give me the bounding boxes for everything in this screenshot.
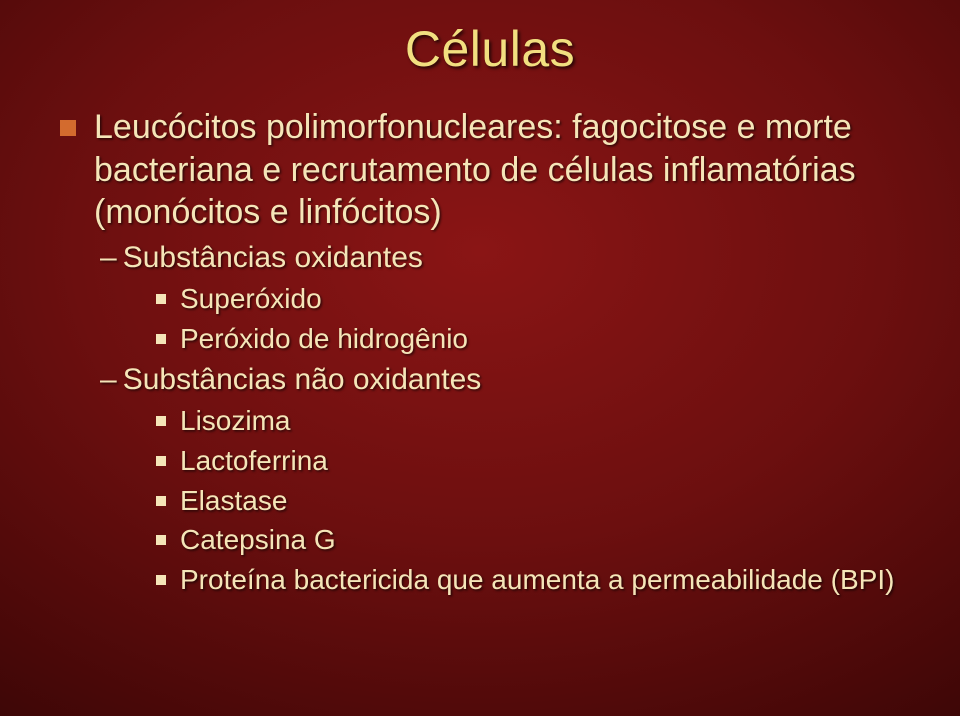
small-square-bullet-icon xyxy=(156,456,166,466)
bullet-level3: Lisozima xyxy=(156,402,920,440)
slide-title: Células xyxy=(60,20,920,78)
bullet-level2-nao-oxidantes: –Substâncias não oxidantes xyxy=(100,360,920,401)
bullet-level1: Leucócitos polimorfonucleares: fagocitos… xyxy=(60,106,920,234)
level3-text: Catepsina G xyxy=(180,521,336,559)
small-square-bullet-icon xyxy=(156,575,166,585)
small-square-bullet-icon xyxy=(156,294,166,304)
level3-text: Lisozima xyxy=(180,402,290,440)
bullet-level3: Peróxido de hidrogênio xyxy=(156,320,920,358)
small-square-bullet-icon xyxy=(156,334,166,344)
level1-text: Leucócitos polimorfonucleares: fagocitos… xyxy=(94,106,920,234)
level3-text: Proteína bactericida que aumenta a perme… xyxy=(180,561,894,599)
bullet-level2-oxidantes: –Substâncias oxidantes xyxy=(100,238,920,279)
level2-text: Substâncias não oxidantes xyxy=(123,363,482,396)
level3-text: Peróxido de hidrogênio xyxy=(180,320,468,358)
bullet-level3: Catepsina G xyxy=(156,521,920,559)
bullet-level3: Lactoferrina xyxy=(156,442,920,480)
bullet-level3: Superóxido xyxy=(156,280,920,318)
level3-text: Superóxido xyxy=(180,280,322,318)
dash-icon: – xyxy=(100,360,117,401)
slide-container: Células Leucócitos polimorfonucleares: f… xyxy=(0,0,960,716)
bullet-level3: Proteína bactericida que aumenta a perme… xyxy=(156,561,920,599)
small-square-bullet-icon xyxy=(156,416,166,426)
level3-text: Elastase xyxy=(180,482,287,520)
level3-text: Lactoferrina xyxy=(180,442,328,480)
bullet-level3: Elastase xyxy=(156,482,920,520)
small-square-bullet-icon xyxy=(156,535,166,545)
level2-text: Substâncias oxidantes xyxy=(123,241,423,274)
square-bullet-icon xyxy=(60,120,76,136)
small-square-bullet-icon xyxy=(156,496,166,506)
dash-icon: – xyxy=(100,238,117,279)
